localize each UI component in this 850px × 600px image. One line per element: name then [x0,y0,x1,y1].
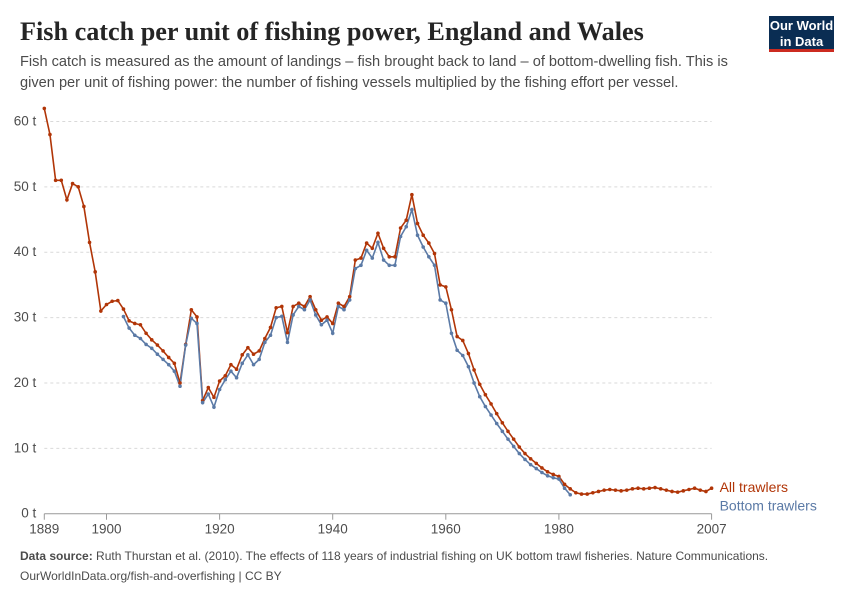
svg-text:2007: 2007 [697,522,727,537]
svg-text:10 t: 10 t [14,440,37,455]
svg-text:1920: 1920 [205,522,235,537]
svg-text:30 t: 30 t [14,310,37,325]
svg-text:0 t: 0 t [21,506,36,521]
svg-text:40 t: 40 t [14,244,37,259]
svg-text:20 t: 20 t [14,375,37,390]
svg-text:1960: 1960 [431,522,461,537]
svg-text:50 t: 50 t [14,179,37,194]
svg-text:1889: 1889 [29,522,59,537]
svg-text:1980: 1980 [544,522,574,537]
svg-text:All trawlers: All trawlers [720,479,788,495]
svg-text:60 t: 60 t [14,113,37,128]
svg-text:1940: 1940 [318,522,348,537]
svg-text:Bottom trawlers: Bottom trawlers [720,498,817,514]
svg-text:1900: 1900 [91,522,121,537]
